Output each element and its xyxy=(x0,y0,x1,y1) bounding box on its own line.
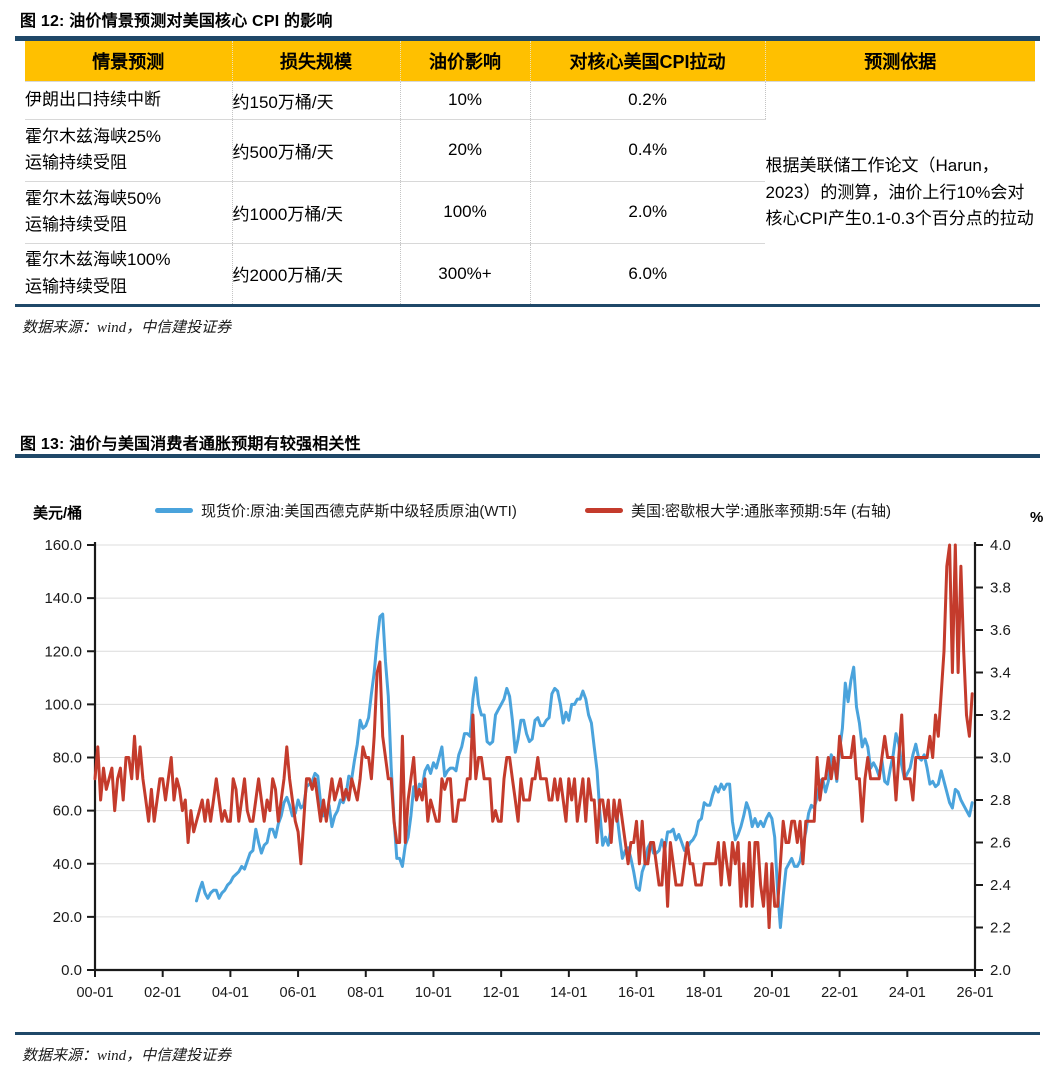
right-tick-label: 2.0 xyxy=(990,962,1011,979)
right-tick-label: 2.4 xyxy=(990,877,1011,894)
cell-loss: 约2000万桶/天 xyxy=(232,242,401,304)
cell-scenario: 霍尔木兹海峡100% 运输持续受阻 xyxy=(25,242,233,304)
figure13-title: 图 13: 油价与美国消费者通胀预期有较强相关性 xyxy=(20,436,361,453)
cell-oil-impact: 100% xyxy=(400,180,531,243)
scenario-text-line2: 运输持续受阻 xyxy=(25,276,127,296)
cell-oil-impact: 20% xyxy=(400,118,531,181)
right-tick-label: 3.6 xyxy=(990,622,1011,639)
x-tick-label: 02-01 xyxy=(144,985,181,1001)
x-tick-label: 00-01 xyxy=(76,985,113,1001)
cell-loss: 约500万桶/天 xyxy=(232,118,401,181)
figure12-source: 数据来源：wind，中信建投证券 xyxy=(22,320,232,336)
scenario-text-line1: 霍尔木兹海峡50% xyxy=(25,188,162,208)
figure12-table-wrap: 情景预测 损失规模 油价影响 对核心美国CPI拉动 预测依据 伊朗出口持续中断 … xyxy=(25,41,1035,304)
x-tick-label: 20-01 xyxy=(753,985,790,1001)
x-tick-label: 08-01 xyxy=(347,985,384,1001)
cell-oil-impact: 10% xyxy=(400,80,531,119)
left-tick-label: 160.0 xyxy=(44,537,82,554)
cell-cpi-pull: 6.0% xyxy=(530,242,765,304)
wti-legend-label: 现货价:原油:美国西德克萨斯中级轻质原油(WTI) xyxy=(201,502,517,520)
left-tick-label: 140.0 xyxy=(44,590,82,607)
table-header-row: 情景预测 损失规模 油价影响 对核心美国CPI拉动 预测依据 xyxy=(25,41,1035,81)
header-scenario: 情景预测 xyxy=(25,41,233,81)
left-tick-label: 40.0 xyxy=(53,856,82,873)
x-tick-label: 22-01 xyxy=(821,985,858,1001)
table-row: 霍尔木兹海峡100% 运输持续受阻 约2000万桶/天 300%+ 6.0% xyxy=(25,242,1035,304)
figure13-bottom-rule xyxy=(15,1032,1040,1035)
right-tick-label: 4.0 xyxy=(990,537,1011,554)
legend-item-wti: 现货价:原油:美国西德克萨斯中级轻质原油(WTI) xyxy=(155,500,517,520)
header-loss: 损失规模 xyxy=(232,41,401,81)
x-tick-label: 10-01 xyxy=(415,985,452,1001)
right-tick-label: 3.2 xyxy=(990,707,1011,724)
cell-oil-impact: 300%+ xyxy=(400,242,531,304)
inflation-legend-label: 美国:密歇根大学:通胀率预期:5年 (右轴) xyxy=(631,502,892,520)
table-row: 霍尔木兹海峡25% 运输持续受阻 约500万桶/天 20% 0.4% xyxy=(25,118,1035,181)
cell-scenario: 霍尔木兹海峡50% 运输持续受阻 xyxy=(25,180,233,243)
scenario-text: 伊朗出口持续中断 xyxy=(25,89,161,109)
wti-line-sample xyxy=(155,507,193,513)
x-tick-label: 04-01 xyxy=(212,985,249,1001)
legend-item-inflation: 美国:密歇根大学:通胀率预期:5年 (右轴) xyxy=(585,500,891,520)
inflation-expectation-line xyxy=(93,543,974,929)
left-tick-label: 80.0 xyxy=(53,750,82,767)
right-tick-label: 3.4 xyxy=(990,665,1011,682)
header-oil-impact: 油价影响 xyxy=(400,41,531,81)
header-basis: 预测依据 xyxy=(765,41,1035,81)
figure12-top-rule xyxy=(15,36,1040,41)
right-tick-label: 3.0 xyxy=(990,750,1011,767)
cell-cpi-pull: 2.0% xyxy=(530,180,765,243)
figure12-bottom-rule xyxy=(15,304,1040,307)
cell-cpi-pull: 0.2% xyxy=(530,80,766,119)
scenario-text-line2: 运输持续受阻 xyxy=(25,215,127,234)
inflation-line-sample xyxy=(585,507,623,513)
x-tick-label: 26-01 xyxy=(956,985,993,1001)
left-axis-unit-label: 美元/桶 xyxy=(33,505,83,522)
left-tick-label: 0.0 xyxy=(61,962,82,979)
right-tick-label: 3.8 xyxy=(990,580,1011,597)
left-tick-label: 20.0 xyxy=(53,909,82,926)
table-row: 伊朗出口持续中断 约150万桶/天 10% 0.2% 根据美联储工作论文（Har… xyxy=(25,80,1035,304)
table-row: 霍尔木兹海峡50% 运输持续受阻 约1000万桶/天 100% 2.0% xyxy=(25,180,1035,243)
right-tick-label: 2.8 xyxy=(990,792,1011,809)
scenario-text-line2: 运输持续受阻 xyxy=(25,153,127,172)
scenario-text-line1: 霍尔木兹海峡25% xyxy=(25,126,162,146)
right-tick-label: 2.2 xyxy=(990,920,1011,937)
x-tick-label: 24-01 xyxy=(889,985,926,1001)
figure13-source: 数据来源：wind，中信建投证券 xyxy=(22,1048,232,1064)
cell-loss: 约150万桶/天 xyxy=(232,80,401,119)
x-tick-label: 16-01 xyxy=(618,985,655,1001)
header-cpi-pull: 对核心美国CPI拉动 xyxy=(530,41,766,81)
cell-cpi-pull: 0.4% xyxy=(530,118,765,181)
x-tick-label: 12-01 xyxy=(483,985,520,1001)
cell-scenario: 霍尔木兹海峡25% 运输持续受阻 xyxy=(25,118,233,181)
left-tick-label: 60.0 xyxy=(53,803,82,820)
left-tick-label: 120.0 xyxy=(44,643,82,660)
cell-loss: 约1000万桶/天 xyxy=(232,180,401,243)
figure12-title: 图 12: 油价情景预测对美国核心 CPI 的影响 xyxy=(20,13,333,30)
figure13-top-rule xyxy=(15,454,1040,458)
right-axis-unit-label: % xyxy=(1030,509,1044,526)
x-tick-label: 18-01 xyxy=(686,985,723,1001)
scenario-text-line1: 霍尔木兹海峡100% xyxy=(25,250,171,270)
x-tick-label: 14-01 xyxy=(550,985,587,1001)
scenario-table: 情景预测 损失规模 油价影响 对核心美国CPI拉动 预测依据 伊朗出口持续中断 … xyxy=(25,41,1035,304)
left-tick-label: 100.0 xyxy=(44,696,82,713)
cell-basis-note: 根据美联储工作论文（Harun，2023）的测算，油价上行10%会对核心CPI产… xyxy=(765,80,1035,304)
cell-scenario: 伊朗出口持续中断 xyxy=(25,80,233,119)
x-tick-label: 06-01 xyxy=(280,985,317,1001)
right-tick-label: 2.6 xyxy=(990,835,1011,852)
